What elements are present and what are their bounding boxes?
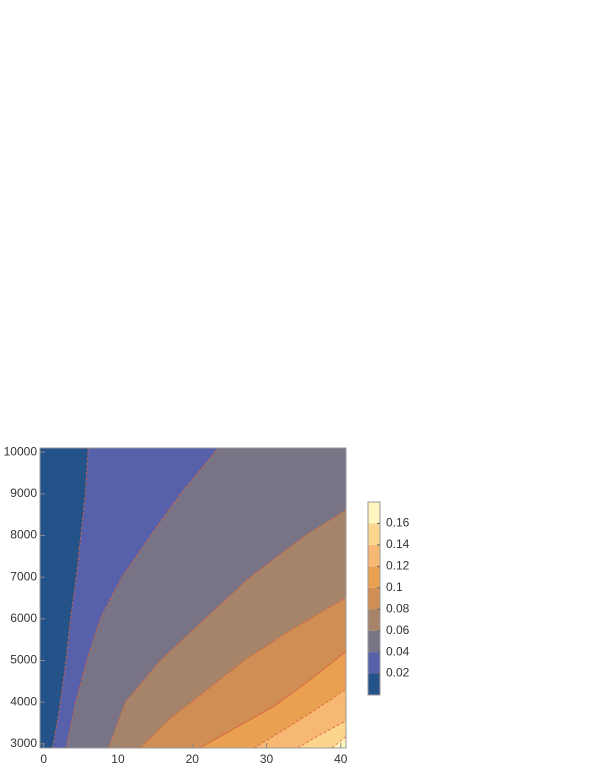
contour-line [253,688,347,749]
colorbar-band [368,502,380,524]
x-tick-label: 40 [334,752,348,766]
colorbar-band [368,630,380,653]
colorbar-band [368,673,380,695]
contour-line [199,650,347,749]
y-tick-label: 8000 [10,528,37,542]
contour-line [139,597,347,749]
colorbar-band [368,609,380,631]
y-tick-label: 10000 [4,444,38,458]
colorbar-tick-label: 0.12 [386,559,410,573]
colorbar-tick-label: 0.1 [386,580,403,594]
contour-line [52,447,89,749]
y-tick-label: 5000 [10,653,37,667]
colorbar-tick-label: 0.14 [386,537,410,551]
contour-band [331,736,346,748]
contour-line [331,736,347,749]
colorbar-tick-label: 0.06 [386,623,410,637]
colorbar-tick-label: 0.04 [386,644,410,658]
colorbar-band [368,544,380,567]
y-tick-label: 7000 [10,569,37,583]
y-tick-label: 9000 [10,486,37,500]
y-tick-label: 6000 [10,611,37,625]
plot-frame [39,447,347,749]
x-tick-label: 30 [260,752,274,766]
colorbar-band [368,587,380,610]
contour-line [297,720,347,749]
colorbar-band [368,566,380,588]
x-tick-label: 10 [111,752,125,766]
colorbar-tick-label: 0.16 [386,516,410,530]
colorbar-tick-label: 0.08 [386,601,410,615]
x-tick-label: 20 [186,752,200,766]
colorbar-band [368,652,380,674]
y-tick-label: 4000 [10,694,37,708]
x-tick-label: 0 [40,752,47,766]
colorbar-tick-label: 0.02 [386,666,410,680]
colorbar-band [368,523,380,545]
colorbar-frame [367,501,381,696]
contour-line [65,447,219,749]
y-tick-label: 3000 [10,736,37,750]
